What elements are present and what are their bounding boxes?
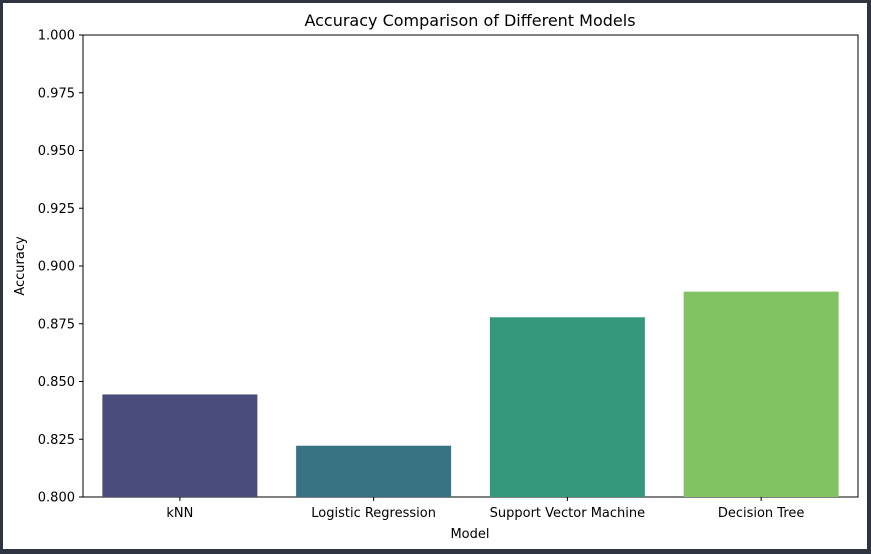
y-tick-label-6: 0.950: [38, 144, 75, 159]
x-axis-label: Model: [450, 527, 489, 542]
y-tick-label-1: 0.825: [38, 433, 75, 448]
x-tick-label-2: Support Vector Machine: [490, 506, 646, 521]
x-tick-label-0: kNN: [166, 506, 193, 521]
bar-chart: Accuracy Comparison of Different Models …: [13, 11, 859, 542]
y-tick-label-0: 0.800: [38, 491, 75, 506]
y-tick-label-4: 0.900: [38, 260, 75, 275]
chart-frame: Accuracy Comparison of Different Models …: [3, 3, 867, 549]
chart-title: Accuracy Comparison of Different Models: [304, 11, 635, 30]
y-axis: 0.800 0.825 0.850 0.875 0.900 0.925 0.950 0.975…: [38, 29, 83, 506]
y-tick-label-5: 0.925: [38, 202, 75, 217]
bar-3: [683, 291, 839, 497]
y-tick-label-3: 0.875: [38, 317, 75, 332]
bar-2: [489, 317, 645, 497]
y-tick-label-2: 0.850: [38, 375, 75, 390]
x-tick-label-1: Logistic Regression: [311, 506, 436, 521]
x-tick-label-3: Decision Tree: [718, 506, 805, 521]
bars-group: [102, 291, 839, 497]
y-tick-label-8: 1.000: [38, 29, 75, 44]
bar-1: [296, 445, 452, 497]
y-tick-label-7: 0.975: [38, 86, 75, 101]
y-axis-label: Accuracy: [13, 236, 28, 296]
x-axis: kNN Logistic Regression Support Vector Mac…: [166, 497, 804, 521]
bar-0: [102, 394, 258, 497]
